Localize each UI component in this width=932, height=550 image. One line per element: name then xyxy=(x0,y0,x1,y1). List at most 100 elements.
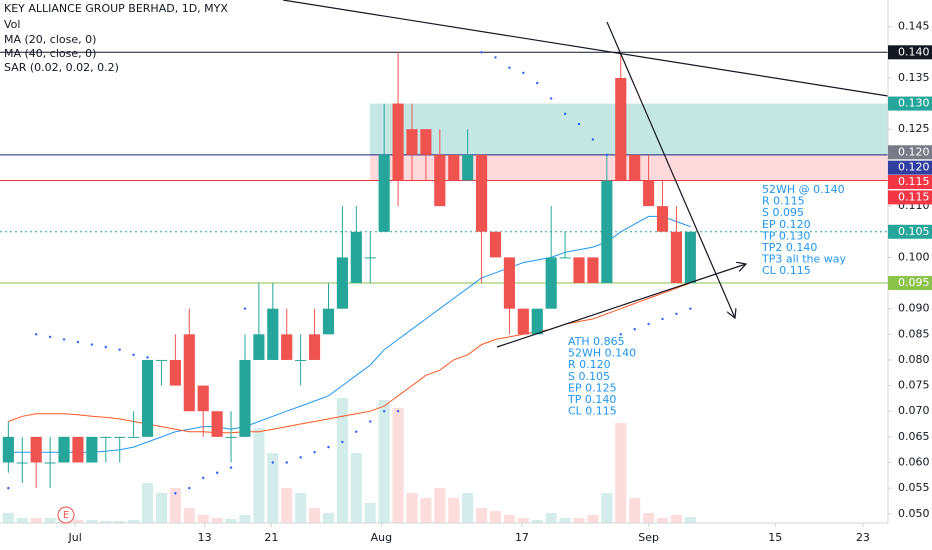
trend-line xyxy=(282,0,888,97)
annotation-text: TP2 0.140 xyxy=(761,241,817,254)
volume-bar xyxy=(406,493,418,523)
volume-bar xyxy=(322,513,335,523)
candle-body xyxy=(587,257,599,284)
volume-bar xyxy=(629,498,641,523)
sar-dot xyxy=(549,97,553,100)
annotation-text: S 0.105 xyxy=(568,370,610,383)
volume-bar xyxy=(169,488,181,523)
annotation-text: S 0.095 xyxy=(762,206,804,219)
indicator-label: Vol xyxy=(4,18,20,31)
candle-body xyxy=(545,257,557,309)
y-tick-label: 0.075 xyxy=(898,379,930,392)
price-label: 0.095 xyxy=(898,276,930,289)
price-label-box xyxy=(888,224,932,239)
x-tick-label: 17 xyxy=(515,531,529,544)
volume-bar xyxy=(72,520,84,523)
x-tick-label: 13 xyxy=(198,531,212,544)
volume-bar xyxy=(183,508,195,523)
sar-dot xyxy=(494,56,497,59)
candle-body xyxy=(629,154,641,181)
price-label: 0.120 xyxy=(898,145,930,158)
price-zone xyxy=(370,154,888,181)
y-tick-label: 0.085 xyxy=(898,327,930,340)
volume-bar xyxy=(489,511,502,523)
sar-dot xyxy=(188,486,191,490)
sar-dot xyxy=(34,333,38,336)
price-label-box xyxy=(888,190,932,205)
trend-line xyxy=(606,21,735,318)
volume-bar xyxy=(392,408,404,523)
sar-dot xyxy=(396,410,400,413)
candle-body xyxy=(378,154,390,232)
trend-line xyxy=(496,264,746,348)
candle-body xyxy=(434,154,446,207)
sar-dot xyxy=(633,327,636,331)
candle-body xyxy=(253,334,265,360)
sar-dot xyxy=(104,345,107,349)
price-label-box xyxy=(888,175,932,190)
volume-bar xyxy=(350,453,362,523)
volume-bar xyxy=(643,513,655,523)
candle-body xyxy=(350,231,362,284)
plot-area xyxy=(0,51,888,523)
volume-bar xyxy=(531,520,543,523)
moving-average xyxy=(8,282,691,434)
volume-bar xyxy=(225,519,237,523)
volume-bar xyxy=(281,488,293,523)
price-label: 0.120 xyxy=(898,161,930,174)
candle-body xyxy=(336,257,348,309)
volume-bar xyxy=(155,493,168,523)
price-label-box xyxy=(888,96,932,111)
volume-bar xyxy=(114,521,126,523)
y-tick-label: 0.125 xyxy=(898,122,930,135)
candle-body xyxy=(239,359,251,437)
y-tick-label: 0.100 xyxy=(898,250,930,263)
volume-bar xyxy=(545,513,557,523)
candle-body xyxy=(281,334,293,360)
sar-dot xyxy=(355,430,358,433)
sar-dot xyxy=(271,461,275,464)
y-tick-label: 0.055 xyxy=(898,481,930,494)
sar-dot xyxy=(619,333,622,336)
volume-bar xyxy=(573,518,585,523)
annotation-text: EP 0.125 xyxy=(568,381,617,394)
y-tick-label: 0.090 xyxy=(898,302,930,315)
price-label: 0.130 xyxy=(898,97,930,110)
y-tick-label: 0.135 xyxy=(898,71,930,84)
sar-dot xyxy=(689,307,692,310)
volume-bar xyxy=(364,503,376,523)
volume-bar xyxy=(141,483,154,523)
volume-bar xyxy=(30,518,42,523)
candle-body xyxy=(364,257,376,259)
sar-dot xyxy=(76,340,80,344)
annotation-text: CL 0.115 xyxy=(568,405,617,418)
sar-dot xyxy=(48,335,52,339)
sar-dot xyxy=(132,353,135,357)
sar-dot xyxy=(118,348,121,351)
volume-bar xyxy=(503,515,515,523)
sar-dot xyxy=(215,471,219,474)
sar-dot xyxy=(229,466,233,469)
candle-body xyxy=(2,436,14,463)
sar-dot xyxy=(577,122,581,126)
volume-bar xyxy=(684,517,696,523)
event-marker[interactable] xyxy=(57,506,75,524)
volume-bar xyxy=(559,518,571,523)
candle-body xyxy=(489,231,502,258)
price-label-box xyxy=(888,276,932,291)
labels: KEY ALLIANCE GROUP BERHAD, 1D, MYX Vol M… xyxy=(4,2,846,524)
candle-body xyxy=(86,436,98,463)
sar-dot xyxy=(313,451,316,454)
sar-dot xyxy=(202,476,205,480)
y-tick-label: 0.050 xyxy=(898,507,930,520)
candle-body xyxy=(72,436,84,463)
annotation-text: EP 0.120 xyxy=(762,218,811,231)
candle-body xyxy=(211,411,223,437)
volume-bar xyxy=(601,493,613,523)
price-label: 0.115 xyxy=(898,190,930,203)
annotation-text: TP 0.140 xyxy=(567,393,616,406)
candle-body xyxy=(615,77,627,181)
x-tick-label: 21 xyxy=(264,531,278,544)
sar-dot xyxy=(591,138,595,141)
sar-dot xyxy=(563,112,567,116)
